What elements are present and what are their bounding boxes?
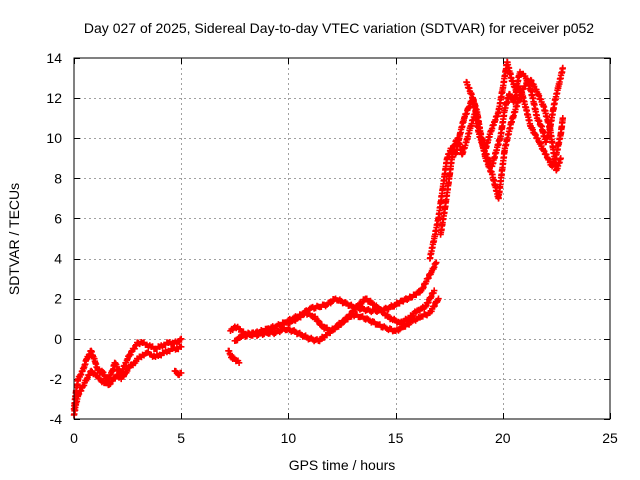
x-tick-label: 0: [70, 430, 78, 446]
y-tick-label: 6: [54, 210, 62, 226]
y-tick-label: -4: [50, 411, 63, 427]
y-axis-label: SDTVAR / TECUs: [6, 183, 22, 295]
y-tick-labels: -4 -2 0 2 4 6 8 10 12 14: [46, 50, 62, 427]
y-tick-label: 8: [54, 170, 62, 186]
plot-area-frame: [73, 57, 611, 420]
data-point-markers: [225, 347, 243, 366]
x-tick-label: 20: [495, 430, 511, 446]
y-tick-label: 0: [54, 331, 62, 347]
x-tick-label: 10: [281, 430, 297, 446]
data-point-markers: [463, 76, 564, 202]
data-segment: [225, 347, 243, 366]
y-tick-label: 10: [46, 130, 62, 146]
data-point-markers: [285, 287, 438, 335]
data-point-markers: [171, 367, 185, 379]
data-segment: [285, 287, 438, 335]
y-tick-label: -2: [50, 371, 63, 387]
data-segment: [437, 82, 566, 238]
y-tick-label: 4: [54, 251, 62, 267]
y-tick-label: 14: [46, 50, 62, 66]
y-tick-label: 2: [54, 291, 62, 307]
data-point-markers: [437, 82, 566, 238]
data-segment: [171, 367, 185, 379]
x-tick-label: 15: [388, 430, 404, 446]
y-tick-label: 12: [46, 90, 62, 106]
x-tick-labels: 0 5 10 15 20 25: [70, 430, 618, 446]
x-tick-label: 5: [177, 430, 185, 446]
x-axis-label: GPS time / hours: [289, 457, 396, 473]
chart-title: Day 027 of 2025, Sidereal Day-to-day VTE…: [84, 20, 594, 36]
data-segment: [463, 76, 564, 202]
x-tick-label: 25: [602, 430, 618, 446]
